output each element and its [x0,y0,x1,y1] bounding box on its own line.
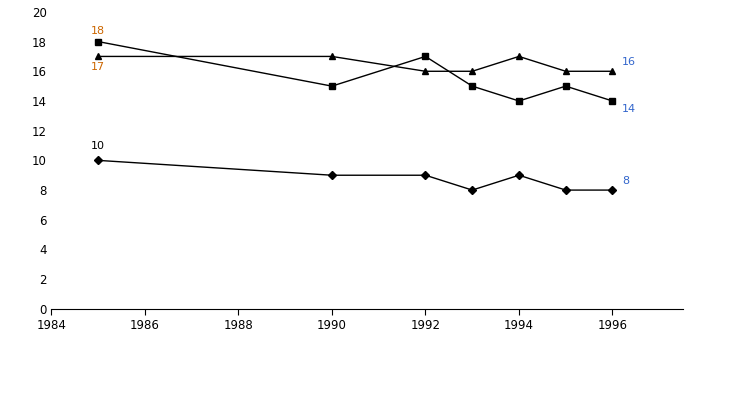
Text: 17: 17 [91,62,105,72]
Text: 10: 10 [91,141,105,152]
Text: 18: 18 [91,26,105,36]
Text: 14: 14 [622,104,636,114]
Text: 16: 16 [622,57,636,67]
Text: 8: 8 [622,175,629,186]
